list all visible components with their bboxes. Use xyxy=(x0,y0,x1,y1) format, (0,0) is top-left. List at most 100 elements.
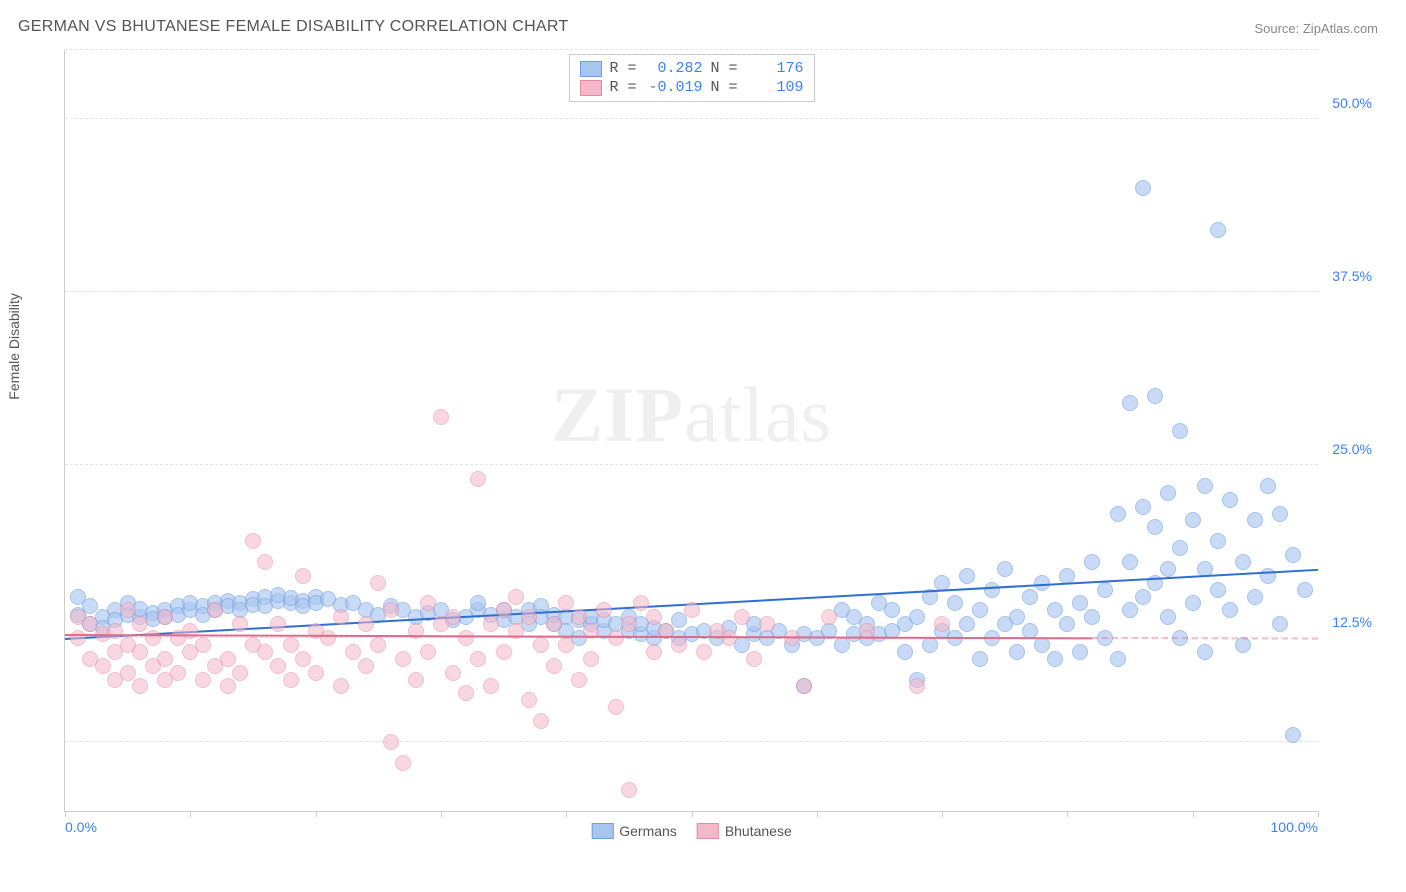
scatter-point xyxy=(345,644,361,660)
y-tick-label: 50.0% xyxy=(1332,95,1372,111)
x-tick xyxy=(692,811,693,817)
legend-swatch xyxy=(697,823,719,839)
scatter-point xyxy=(408,672,424,688)
scatter-point xyxy=(1022,589,1038,605)
scatter-point xyxy=(1034,637,1050,653)
scatter-point xyxy=(633,595,649,611)
stats-r-label: R = xyxy=(609,60,636,77)
scatter-point xyxy=(947,595,963,611)
scatter-point xyxy=(157,609,173,625)
scatter-point xyxy=(496,644,512,660)
scatter-point xyxy=(533,713,549,729)
grid-line xyxy=(65,118,1318,119)
watermark-rest: atlas xyxy=(684,371,832,458)
x-tick xyxy=(441,811,442,817)
scatter-point xyxy=(145,630,161,646)
scatter-point xyxy=(972,651,988,667)
scatter-point xyxy=(395,651,411,667)
x-tick xyxy=(1067,811,1068,817)
scatter-point xyxy=(420,595,436,611)
scatter-point xyxy=(1122,554,1138,570)
y-axis-label: Female Disability xyxy=(6,293,22,400)
scatter-point xyxy=(1160,485,1176,501)
scatter-point xyxy=(370,575,386,591)
scatter-point xyxy=(1147,519,1163,535)
plot-region: ZIPatlas R =0.282N =176R =-0.019N =109 G… xyxy=(64,50,1318,812)
scatter-point xyxy=(909,609,925,625)
x-tick-label: 100.0% xyxy=(1271,819,1318,835)
scatter-point xyxy=(571,609,587,625)
grid-line xyxy=(65,291,1318,292)
scatter-point xyxy=(984,582,1000,598)
scatter-point xyxy=(270,658,286,674)
scatter-point xyxy=(1247,589,1263,605)
scatter-point xyxy=(295,651,311,667)
scatter-point xyxy=(1072,595,1088,611)
stats-r-value: -0.019 xyxy=(645,79,703,96)
scatter-point xyxy=(508,589,524,605)
scatter-point xyxy=(1197,478,1213,494)
scatter-point xyxy=(546,616,562,632)
scatter-point xyxy=(333,678,349,694)
scatter-point xyxy=(1122,395,1138,411)
scatter-point xyxy=(1084,554,1100,570)
stats-n-label: N = xyxy=(711,60,738,77)
scatter-point xyxy=(746,651,762,667)
scatter-point xyxy=(333,609,349,625)
scatter-point xyxy=(834,637,850,653)
scatter-point xyxy=(220,678,236,694)
scatter-point xyxy=(1272,616,1288,632)
x-tick-label: 0.0% xyxy=(65,819,97,835)
scatter-point xyxy=(1172,423,1188,439)
trend-line xyxy=(1092,637,1318,640)
legend-swatch xyxy=(591,823,613,839)
scatter-point xyxy=(796,678,812,694)
scatter-point xyxy=(533,637,549,653)
chart-title: GERMAN VS BHUTANESE FEMALE DISABILITY CO… xyxy=(18,18,569,36)
scatter-point xyxy=(1210,533,1226,549)
scatter-point xyxy=(232,665,248,681)
scatter-point xyxy=(483,678,499,694)
chart-area: Female Disability ZIPatlas R =0.282N =17… xyxy=(18,50,1378,840)
scatter-point xyxy=(445,609,461,625)
scatter-point xyxy=(1110,651,1126,667)
scatter-point xyxy=(257,644,273,660)
watermark: ZIPatlas xyxy=(551,370,832,460)
legend-item: Germans xyxy=(591,823,677,839)
stats-swatch xyxy=(579,80,601,96)
grid-line xyxy=(65,49,1318,50)
scatter-point xyxy=(358,616,374,632)
x-tick xyxy=(65,811,66,817)
scatter-point xyxy=(1160,609,1176,625)
scatter-point xyxy=(120,665,136,681)
scatter-point xyxy=(884,602,900,618)
stats-r-label: R = xyxy=(609,79,636,96)
scatter-point xyxy=(671,637,687,653)
scatter-point xyxy=(283,637,299,653)
stats-row: R =0.282N =176 xyxy=(579,59,803,78)
scatter-point xyxy=(1135,180,1151,196)
scatter-point xyxy=(358,658,374,674)
stats-n-label: N = xyxy=(711,79,738,96)
scatter-point xyxy=(1009,609,1025,625)
chart-header: GERMAN VS BHUTANESE FEMALE DISABILITY CO… xyxy=(0,0,1406,44)
stats-n-value: 109 xyxy=(746,79,804,96)
scatter-point xyxy=(458,630,474,646)
scatter-point xyxy=(1235,554,1251,570)
scatter-point xyxy=(934,616,950,632)
scatter-point xyxy=(608,630,624,646)
bottom-legend: GermansBhutanese xyxy=(591,823,792,839)
scatter-point xyxy=(383,734,399,750)
scatter-point xyxy=(571,672,587,688)
stats-swatch xyxy=(579,61,601,77)
scatter-point xyxy=(621,782,637,798)
scatter-point xyxy=(1222,602,1238,618)
scatter-point xyxy=(759,616,775,632)
grid-line xyxy=(65,741,1318,742)
stats-row: R = -0.019 N = 109 xyxy=(579,78,803,97)
scatter-point xyxy=(496,602,512,618)
scatter-point xyxy=(684,602,700,618)
scatter-point xyxy=(1084,609,1100,625)
scatter-point xyxy=(1185,595,1201,611)
scatter-point xyxy=(195,672,211,688)
